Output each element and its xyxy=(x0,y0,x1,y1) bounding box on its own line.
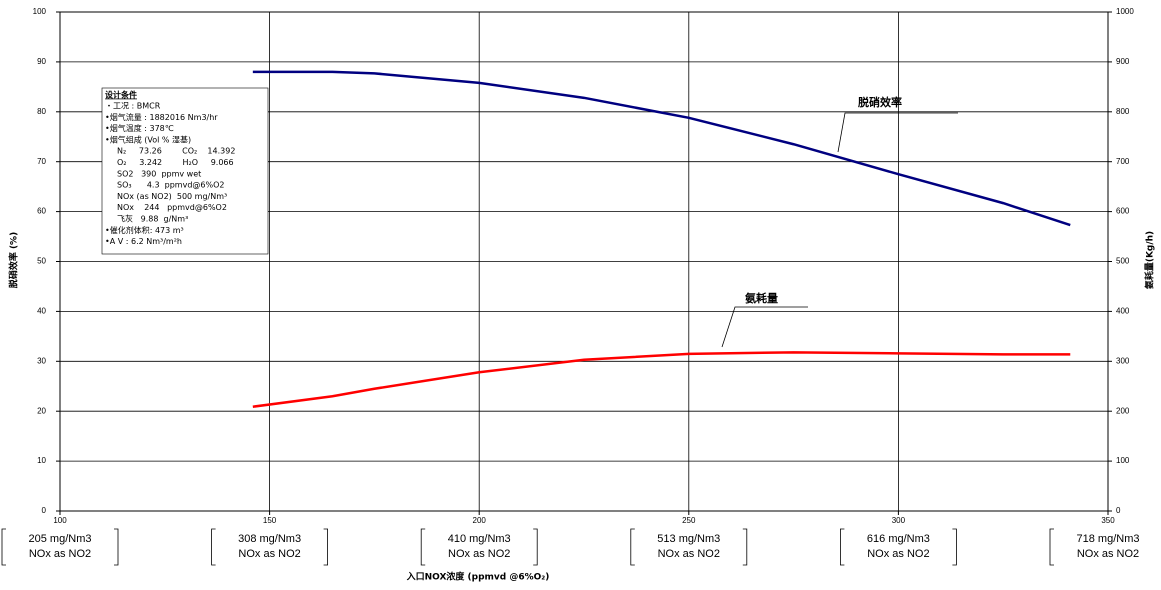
x-tick-label: 100 xyxy=(53,516,67,525)
box-line: NOx (as NO2) 500 mg/Nm³ xyxy=(117,192,227,201)
x-axis-label: 入口NOX浓度 (ppmvd @6%O₂) xyxy=(406,571,550,583)
bottom-label: 513 mg/Nm3 xyxy=(657,533,720,545)
x-tick-label: 150 xyxy=(263,516,277,525)
x-tick-label: 350 xyxy=(1101,516,1115,525)
y-tick-label: 60 xyxy=(37,207,46,216)
y2-tick-label: 700 xyxy=(1116,157,1130,166)
bottom-label: NOx as NO2 xyxy=(238,548,300,560)
y2-axis-label: 氨耗量(Kg/h) xyxy=(1144,231,1156,289)
box-line: •烟气温度 : 378℃ xyxy=(105,123,174,133)
y2-tick-label: 400 xyxy=(1116,307,1130,316)
y2-tick-label: 0 xyxy=(1116,506,1121,515)
y-tick-label: 40 xyxy=(37,307,46,316)
bottom-label: NOx as NO2 xyxy=(29,548,91,560)
bottom-label: 718 mg/Nm3 xyxy=(1077,533,1140,545)
box-line: SO2 390 ppmv wet xyxy=(117,169,201,178)
x-tick-label: 300 xyxy=(892,516,906,525)
box-title: 设计条件 xyxy=(105,90,137,100)
leader-line xyxy=(721,306,808,348)
bracket xyxy=(630,528,748,566)
y2-tick-label: 1000 xyxy=(1116,7,1134,16)
series-line xyxy=(252,70,1071,227)
bottom-label: NOx as NO2 xyxy=(867,548,929,560)
y2-tick-label: 900 xyxy=(1116,57,1130,66)
box-line: ・工况 : BMCR xyxy=(105,102,161,111)
design-box: 设计条件・工况 : BMCR•烟气流量 : 1882016 Nm3/hr•烟气温… xyxy=(101,87,269,255)
y-tick-label: 30 xyxy=(37,356,46,365)
leader-line xyxy=(837,112,958,153)
bottom-label: 205 mg/Nm3 xyxy=(29,533,92,545)
y2-tick-label: 500 xyxy=(1116,257,1130,266)
y-tick-label: 20 xyxy=(37,406,46,415)
bottom-label: NOx as NO2 xyxy=(1077,548,1139,560)
bottom-label: 410 mg/Nm3 xyxy=(448,533,511,545)
bottom-label: 616 mg/Nm3 xyxy=(867,533,930,545)
y2-tick-label: 200 xyxy=(1116,406,1130,415)
bracket xyxy=(211,528,328,566)
y-axis-label: 脱硝效率 (%) xyxy=(8,232,20,288)
series-line xyxy=(252,351,1071,408)
x-tick-label: 250 xyxy=(682,516,696,525)
bottom-label: NOx as NO2 xyxy=(658,548,720,560)
y-tick-label: 100 xyxy=(33,7,47,16)
bracket xyxy=(1,528,119,566)
box-line: •催化剂体积: 473 m³ xyxy=(105,225,184,235)
box-line: SO₃ 4.3 ppmvd@6%O2 xyxy=(117,181,225,190)
y-tick-label: 50 xyxy=(37,257,46,266)
bottom-label: 308 mg/Nm3 xyxy=(238,533,301,545)
annotation: 脱硝效率 xyxy=(858,95,902,109)
box-frame xyxy=(101,87,269,255)
box-line: 飞灰 9.88 g/Nm³ xyxy=(117,214,188,224)
y2-tick-label: 800 xyxy=(1116,107,1130,116)
bracket xyxy=(420,528,538,566)
box-line: •烟气流量 : 1882016 Nm3/hr xyxy=(105,112,218,122)
bottom-label: NOx as NO2 xyxy=(448,548,510,560)
box-line: •A V : 6.2 Nm³/m²h xyxy=(105,237,182,246)
y2-tick-label: 600 xyxy=(1116,207,1130,216)
box-line: O₂ 3.242 H₂O 9.066 xyxy=(117,158,234,167)
annotation: 氨耗量 xyxy=(745,291,778,305)
x-tick-label: 200 xyxy=(473,516,487,525)
y-tick-label: 80 xyxy=(37,107,46,116)
bracket xyxy=(840,528,957,566)
y2-tick-label: 300 xyxy=(1116,356,1130,365)
y-tick-label: 90 xyxy=(37,57,46,66)
y-tick-label: 10 xyxy=(37,456,46,465)
y2-tick-label: 100 xyxy=(1116,456,1130,465)
y-tick-label: 70 xyxy=(37,157,46,166)
y-tick-label: 0 xyxy=(42,506,47,515)
bracket xyxy=(1049,528,1054,566)
box-line: NOx 244 ppmvd@6%O2 xyxy=(117,203,227,212)
box-line: •烟气组成 (Vol % 湿基) xyxy=(105,134,191,144)
box-line: N₂ 73.26 CO₂ 14.392 xyxy=(117,147,235,156)
